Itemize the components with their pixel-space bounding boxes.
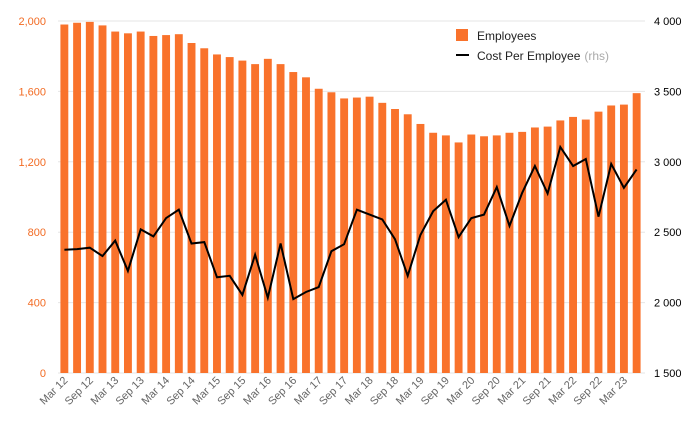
bar-employees (187, 43, 196, 373)
x-tick-label: Sep 21 (521, 375, 554, 408)
bar-employees (632, 93, 641, 373)
bar-employees (619, 104, 628, 373)
right-tick-label: 3 500 (654, 86, 682, 98)
bar-employees (136, 31, 145, 374)
bar-employees (263, 58, 272, 374)
bar-employees (454, 142, 463, 373)
left-tick-label: 400 (28, 298, 46, 310)
bar-employees (594, 111, 603, 373)
bar-employees (352, 97, 361, 373)
bar-employees (467, 134, 476, 373)
bar-employees (251, 64, 260, 374)
line-cost-per-employee (64, 144, 638, 302)
x-tick-label: Sep 15 (215, 375, 248, 408)
bar-employees (213, 54, 221, 373)
bar-employees (314, 88, 323, 373)
left-tick-label: 1,200 (18, 157, 46, 169)
bar-employees (365, 96, 374, 374)
legend-label-cost-text: Cost Per Employee (477, 49, 581, 63)
x-tick-label: Sep 17 (317, 375, 350, 408)
bar-employees (200, 48, 209, 373)
bar-employees (505, 132, 514, 373)
bar-employees (174, 34, 183, 373)
x-tick-label: Sep 16 (266, 375, 299, 408)
bar-employees (289, 72, 298, 373)
x-tick-label: Sep 22 (571, 375, 604, 408)
x-tick-label: Mar 23 (597, 375, 630, 408)
x-tick-label: Sep 14 (165, 375, 198, 408)
left-tick-label: 0 (40, 368, 46, 380)
bar-employees (162, 35, 171, 373)
right-tick-label: 3 000 (654, 157, 682, 169)
bar-employees (581, 119, 590, 373)
x-tick-label: Sep 18 (368, 375, 401, 408)
x-tick-label: Sep 13 (114, 375, 147, 408)
bar-employees (238, 60, 247, 373)
right-tick-label: 4 000 (654, 16, 682, 28)
bar-employees (225, 57, 234, 373)
bar-employees (518, 131, 527, 373)
bar-employees (492, 135, 501, 373)
bar-employees (327, 92, 336, 373)
bar-employees (60, 24, 69, 374)
bar-employees (73, 22, 82, 373)
bar-employees (124, 33, 132, 373)
legend-label-cost-per-employee: Cost Per Employee (rhs) (477, 49, 609, 63)
x-tick-label: Sep 19 (419, 375, 452, 408)
right-axis-ticks: 1 500 2 000 2 500 3 000 3 500 4 000 (654, 16, 682, 380)
bar-employees (85, 21, 94, 373)
bar-employees (111, 31, 120, 374)
bar-employees (276, 64, 285, 374)
bar-employees (378, 102, 387, 373)
x-tick-label: Sep 20 (470, 375, 503, 408)
x-tick-label: Sep 12 (63, 375, 96, 408)
bar-employees (530, 127, 539, 373)
bar-employees (416, 123, 425, 374)
bar-employees (429, 132, 438, 373)
bar-employees (607, 105, 616, 373)
legend-label-rhs-note: (rhs) (584, 49, 609, 63)
left-tick-label: 800 (28, 227, 46, 239)
legend-label-employees: Employees (477, 29, 536, 43)
left-tick-label: 2,000 (18, 16, 46, 28)
bar-employees (98, 25, 107, 374)
bar-employees (441, 135, 450, 373)
left-axis-ticks: 0 400 800 1,200 1,600 2,000 (18, 16, 46, 380)
bar-employees (403, 114, 412, 373)
bar-employees (149, 35, 158, 374)
bar-employees (480, 136, 488, 373)
legend-swatch-employees (456, 29, 468, 41)
right-tick-label: 2 500 (654, 227, 682, 239)
bar-employees (556, 120, 565, 373)
bar-employees (569, 116, 577, 374)
left-tick-label: 1,600 (18, 86, 46, 98)
right-tick-label: 2 000 (654, 298, 682, 310)
right-tick-label: 1 500 (654, 368, 682, 380)
bar-employees (302, 77, 310, 373)
employees-bars (60, 21, 641, 374)
bar-employees (543, 126, 552, 373)
bar-employees (340, 98, 349, 373)
legend: Employees Cost Per Employee (rhs) (456, 29, 609, 63)
cost-per-employee-line (64, 144, 638, 302)
